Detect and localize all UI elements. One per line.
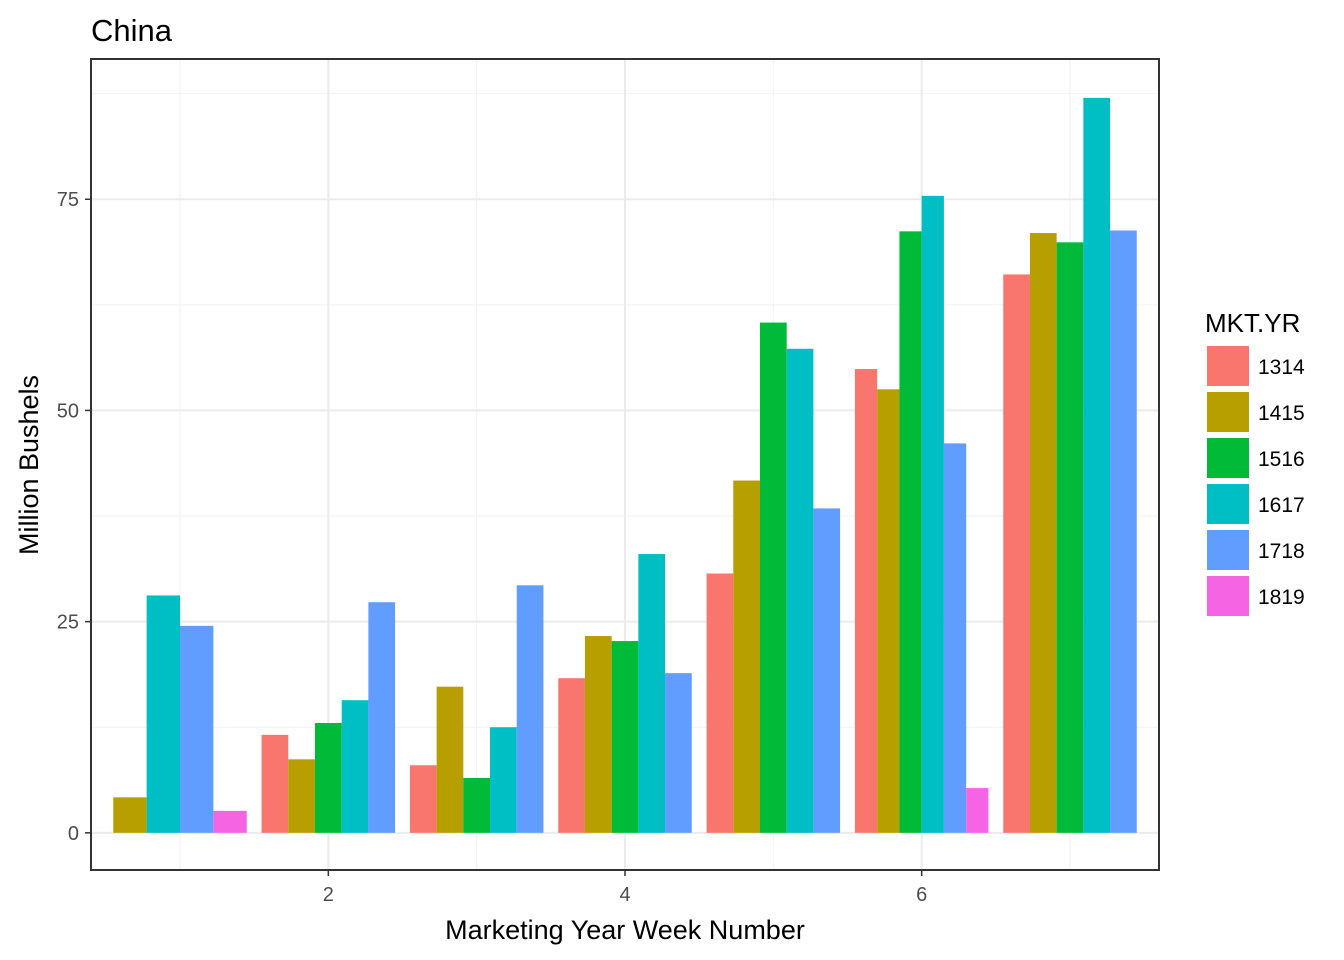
bar-1617-week-5: [786, 348, 814, 833]
legend-label: 1718: [1258, 540, 1305, 563]
x-tick-label: 6: [916, 884, 927, 906]
bar-1718-week-4: [665, 673, 692, 833]
y-axis-title: Million Bushels: [14, 375, 44, 555]
bar-1415-week-7: [1029, 233, 1057, 833]
bar-1314-week-7: [1003, 274, 1030, 833]
bar-1819-week-6: [966, 788, 989, 833]
bar-1617-week-3: [490, 727, 517, 833]
bars: [113, 97, 1137, 833]
bar-1617-week-6: [921, 195, 944, 833]
bar-1718-week-1: [180, 625, 214, 833]
legend-swatch-1718: [1207, 530, 1249, 570]
bar-1516-week-7: [1056, 242, 1084, 833]
bar-1415-week-1: [113, 797, 147, 833]
bar-1617-week-1: [146, 595, 181, 833]
legend-label: 1819: [1258, 586, 1305, 609]
chart-title: China: [91, 13, 173, 48]
x-axis-title: Marketing Year Week Number: [445, 915, 805, 945]
bar-1415-week-4: [584, 635, 612, 833]
y-tick-label: 50: [57, 400, 79, 422]
bar-1617-week-2: [341, 700, 369, 833]
bar-1314-week-2: [261, 734, 289, 833]
bar-1617-week-7: [1083, 97, 1111, 833]
y-tick-label: 25: [57, 612, 79, 634]
bar-1718-week-2: [368, 602, 396, 833]
bar-1415-week-5: [733, 480, 760, 833]
bar-1314-week-5: [706, 573, 734, 833]
legend-swatch-1516: [1207, 438, 1249, 478]
x-tick-label: 4: [619, 884, 630, 906]
legend-swatch-1314: [1207, 346, 1249, 386]
legend-swatch-1617: [1207, 484, 1249, 524]
legend-swatch-1819: [1207, 576, 1249, 616]
legend-title: MKT.YR: [1205, 308, 1300, 338]
legend-label: 1617: [1258, 494, 1305, 517]
legend: MKT.YR 1314 1415 1516 1617 1718 1819: [1205, 308, 1305, 616]
axis-ticks: 0 25 50 75 2 4 6: [57, 189, 927, 906]
bar-1516-week-5: [759, 322, 787, 833]
legend-label: 1415: [1258, 402, 1305, 425]
bar-1819-week-1: [213, 810, 247, 833]
bar-1314-week-4: [558, 678, 585, 833]
bar-1516-week-2: [314, 723, 342, 833]
x-tick-label: 2: [323, 884, 334, 906]
bar-1718-week-3: [516, 585, 544, 833]
bar-1617-week-4: [638, 554, 666, 833]
legend-label: 1516: [1258, 448, 1305, 471]
bar-1415-week-3: [436, 686, 464, 833]
bar-1516-week-6: [899, 231, 922, 833]
y-tick-label: 0: [68, 823, 79, 845]
bar-1718-week-6: [943, 443, 967, 833]
legend-swatch-1415: [1207, 392, 1249, 432]
bar-1415-week-6: [877, 389, 900, 833]
bar-1516-week-3: [463, 777, 491, 833]
bar-1718-week-5: [813, 508, 841, 833]
bar-1718-week-7: [1110, 230, 1137, 833]
bar-1314-week-6: [854, 369, 878, 833]
bar-1314-week-3: [409, 765, 437, 833]
bar-1516-week-4: [611, 641, 639, 833]
y-tick-label: 75: [57, 189, 79, 211]
legend-label: 1314: [1258, 356, 1305, 379]
bar-1415-week-2: [288, 759, 315, 833]
